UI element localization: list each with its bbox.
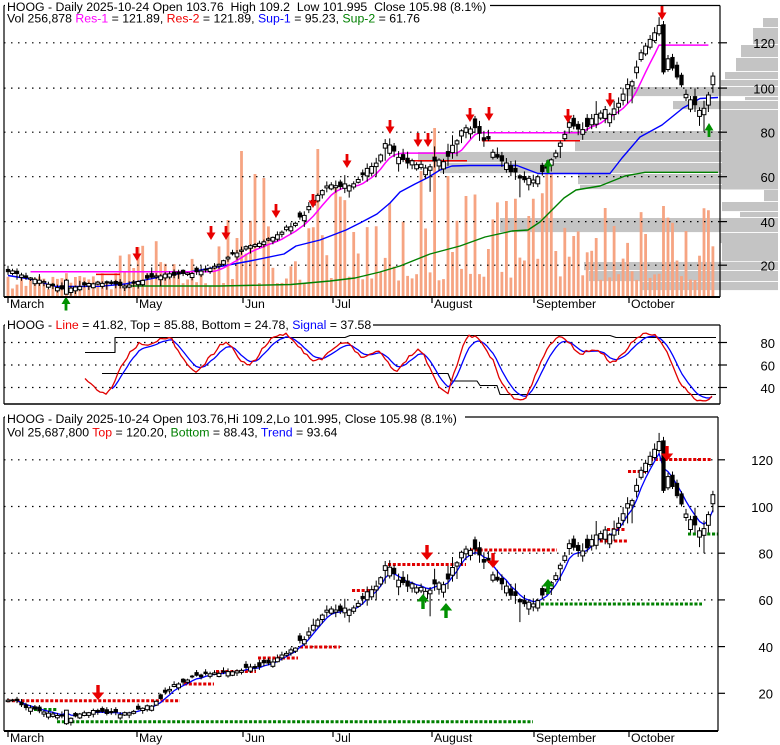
svg-text:80: 80 — [761, 336, 775, 351]
svg-text:60: 60 — [761, 358, 775, 373]
svg-text:40: 40 — [761, 215, 775, 230]
svg-text:October: October — [631, 297, 675, 311]
svg-text:Jul: Jul — [335, 731, 351, 745]
svg-text:March: March — [10, 297, 44, 311]
svg-text:120: 120 — [751, 453, 773, 468]
svg-text:Jun: Jun — [245, 297, 265, 311]
svg-text:80: 80 — [759, 547, 773, 562]
svg-text:HOOG - Daily 2025-10-24 Open 1: HOOG - Daily 2025-10-24 Open 103.76 High… — [7, 0, 486, 14]
svg-text:HOOG - Daily 2025-10-24 Open 1: HOOG - Daily 2025-10-24 Open 103.76,Hi 1… — [7, 412, 457, 426]
svg-text:60: 60 — [759, 593, 773, 608]
svg-text:August: August — [434, 731, 473, 745]
svg-text:80: 80 — [761, 126, 775, 141]
svg-text:Vol 25,687,800 Top = 120.20, B: Vol 25,687,800 Top = 120.20, Bottom = 88… — [7, 426, 338, 440]
svg-text:40: 40 — [759, 640, 773, 655]
svg-text:August: August — [434, 297, 473, 311]
svg-text:Jul: Jul — [335, 297, 351, 311]
svg-text:September: September — [536, 731, 596, 745]
svg-text:20: 20 — [761, 259, 775, 274]
svg-text:March: March — [10, 731, 44, 745]
svg-text:May: May — [139, 297, 163, 311]
svg-text:May: May — [139, 731, 163, 745]
svg-text:60: 60 — [761, 170, 775, 185]
svg-text:Jun: Jun — [245, 731, 265, 745]
svg-text:40: 40 — [761, 381, 775, 396]
svg-text:HOOG - Line = 41.82, Top = 85.: HOOG - Line = 41.82, Top = 85.88, Bottom… — [7, 318, 371, 332]
svg-text:September: September — [536, 297, 596, 311]
svg-text:100: 100 — [751, 500, 773, 515]
svg-text:120: 120 — [753, 36, 775, 51]
svg-text:100: 100 — [753, 81, 775, 96]
svg-text:20: 20 — [759, 687, 773, 702]
svg-text:Vol 256,878 Res-1 = 121.89, Re: Vol 256,878 Res-1 = 121.89, Res-2 = 121.… — [7, 12, 420, 26]
svg-text:October: October — [631, 731, 675, 745]
